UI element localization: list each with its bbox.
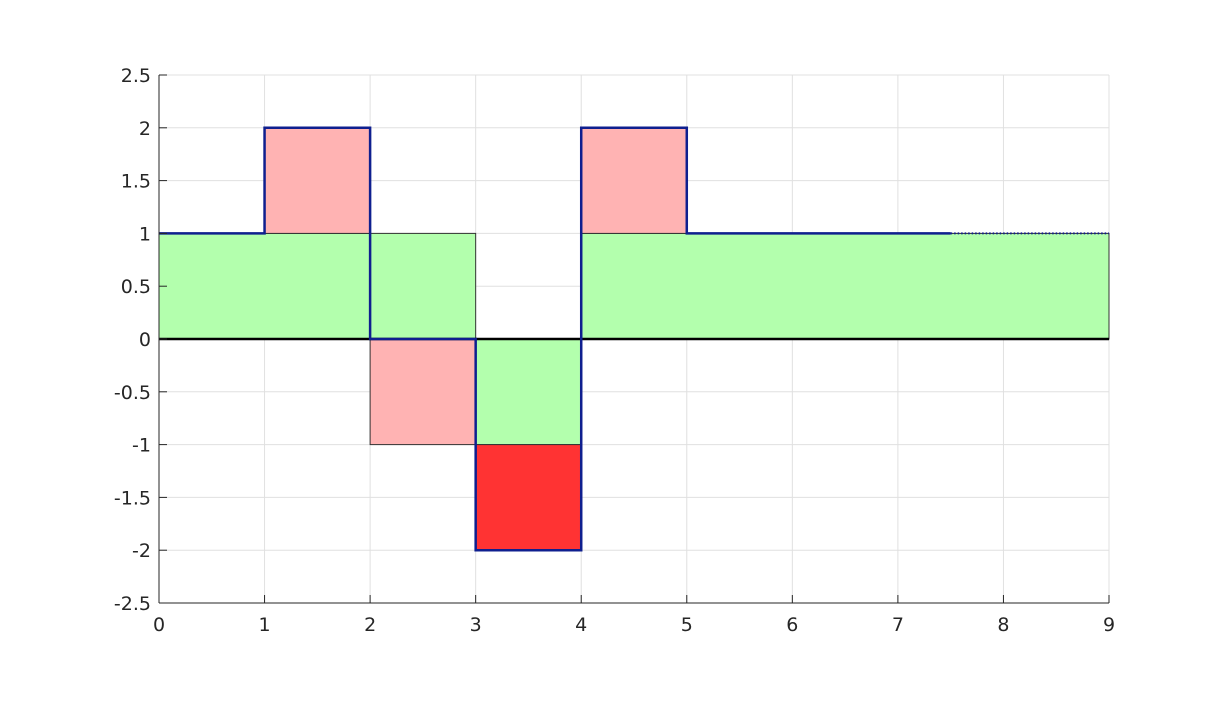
- y-tick-label-1: 2: [139, 118, 151, 140]
- region-green-0: [159, 233, 476, 339]
- x-tick-label-7: 7: [892, 614, 904, 636]
- y-tick-label-2: 1.5: [121, 171, 151, 193]
- region-light-red-4: [370, 339, 476, 445]
- y-tick-label-9: -2: [132, 540, 151, 562]
- region-light-red-5: [581, 128, 687, 234]
- x-tick-label-9: 9: [1103, 614, 1115, 636]
- x-tick-label-4: 4: [575, 614, 587, 636]
- y-tick-label-4: 0.5: [121, 276, 151, 298]
- x-tick-label-2: 2: [364, 614, 376, 636]
- x-tick-label-5: 5: [681, 614, 693, 636]
- region-red-6: [476, 445, 582, 551]
- x-tick-label-1: 1: [259, 614, 271, 636]
- region-green-1: [476, 339, 582, 445]
- x-tick-label-8: 8: [997, 614, 1009, 636]
- y-tick-label-8: -1.5: [114, 487, 151, 509]
- x-tick-label-3: 3: [470, 614, 482, 636]
- region-green-2: [581, 233, 1109, 339]
- region-light-red-3: [265, 128, 371, 234]
- y-tick-label-0: 2.5: [121, 65, 151, 87]
- y-tick-label-10: -2.5: [114, 593, 151, 615]
- x-tick-label-6: 6: [786, 614, 798, 636]
- y-tick-label-3: 1: [139, 223, 151, 245]
- x-tick-label-0: 0: [153, 614, 165, 636]
- y-tick-label-5: 0: [139, 329, 151, 351]
- y-tick-label-7: -1: [132, 435, 151, 457]
- y-tick-label-6: -0.5: [114, 382, 151, 404]
